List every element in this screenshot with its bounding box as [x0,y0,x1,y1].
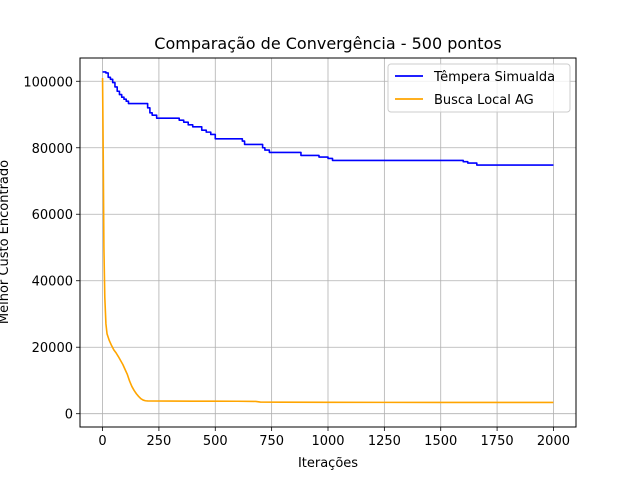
x-tick-label: 250 [146,434,171,449]
x-tick-label: 1500 [424,434,457,449]
y-axis-ticks: 0 20000 40000 60000 80000 100000 [23,75,80,423]
chart-title: Comparação de Convergência - 500 pontos [154,34,501,53]
grid-lines [80,58,576,427]
x-tick-label: 0 [98,434,106,449]
legend: Têmpera Simualda Busca Local AG [387,63,571,113]
series-line-busca-local-ag [101,77,554,404]
legend-box [387,63,571,113]
y-tick-label: 40000 [32,275,73,290]
y-tick-label: 60000 [32,208,73,223]
y-tick-label: 100000 [23,75,73,90]
y-axis-label: Melhor Custo Encontrado [0,160,12,324]
x-tick-label: 1000 [311,434,344,449]
x-axis-label: Iterações [298,456,358,471]
x-tick-label: 500 [203,434,228,449]
x-axis-ticks: 0 250 500 750 1000 1250 1500 1750 2000 [98,427,570,449]
y-tick-label: 80000 [32,142,73,157]
x-tick-label: 2000 [537,434,570,449]
y-tick-label: 20000 [32,341,73,356]
x-tick-label: 1250 [368,434,401,449]
x-tick-label: 1750 [481,434,514,449]
series-layer [101,71,554,404]
y-tick-label: 0 [65,408,73,423]
series-line-tempera-simualda [102,71,554,166]
legend-label-tempera: Têmpera Simualda [433,70,555,85]
legend-label-busca: Busca Local AG [434,93,534,108]
x-tick-label: 750 [259,434,284,449]
